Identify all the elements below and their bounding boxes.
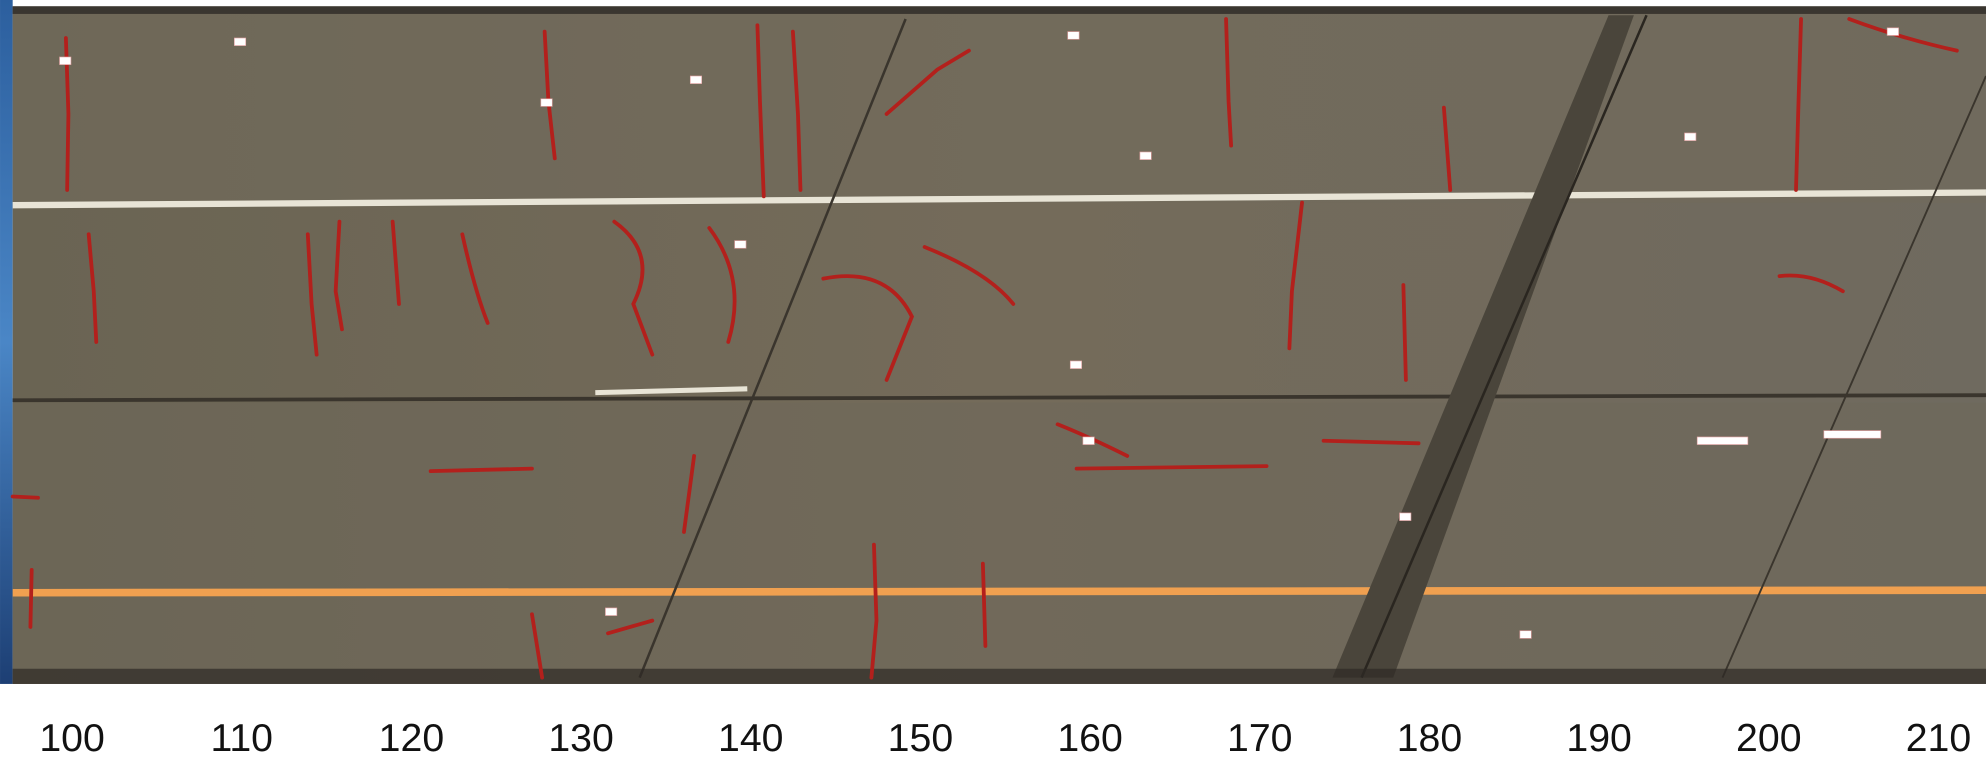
crack-tag (1083, 437, 1094, 445)
x-tick-label: 180 (1397, 716, 1463, 760)
x-tick-label: 160 (1057, 716, 1123, 760)
x-tick-label: 210 (1906, 716, 1972, 760)
x-tick-label: 170 (1227, 716, 1293, 760)
crack-tag (690, 76, 701, 84)
lane (13, 403, 1986, 684)
crack-tag (1887, 28, 1898, 36)
crack (13, 496, 38, 497)
photo (0, 0, 1986, 684)
crack (1324, 441, 1419, 444)
crack-tag (541, 99, 552, 107)
crack-tag (1824, 431, 1881, 439)
crack-tag (1070, 361, 1081, 369)
crack-tag (1068, 32, 1079, 40)
crack-tag (60, 57, 71, 65)
side-strip (0, 0, 13, 684)
x-tick-label: 120 (379, 716, 445, 760)
crack (1403, 285, 1406, 380)
crack-tag (1685, 133, 1696, 141)
crack-tag (735, 241, 746, 249)
crack-tag (605, 608, 616, 616)
crack (983, 564, 986, 646)
crack (431, 469, 532, 472)
x-tick-label: 100 (39, 716, 105, 760)
crack-map: 100 110 120 130 140 150 160 170 180 190 200 210 (0, 0, 1986, 765)
x-tick-label: 190 (1566, 716, 1632, 760)
x-tick-label: 110 (210, 716, 273, 760)
top-edge (13, 6, 1986, 14)
bottom-edge (13, 669, 1986, 684)
x-tick-label: 130 (548, 716, 613, 760)
lane (13, 6, 1986, 202)
x-tick-label: 140 (718, 716, 784, 760)
crack-tag (1140, 152, 1151, 160)
crack (1077, 466, 1267, 469)
x-tick-label: 150 (888, 716, 954, 760)
crack-tag (1400, 513, 1411, 521)
crack-tag (1520, 631, 1531, 639)
x-axis: 100 110 120 130 140 150 160 170 180 190 200 210 (39, 716, 1971, 760)
crack (30, 570, 31, 627)
crack-tag (234, 38, 245, 46)
edge-stripe (13, 590, 1986, 593)
crack-tag (1697, 437, 1748, 445)
x-tick-label: 200 (1736, 716, 1802, 760)
